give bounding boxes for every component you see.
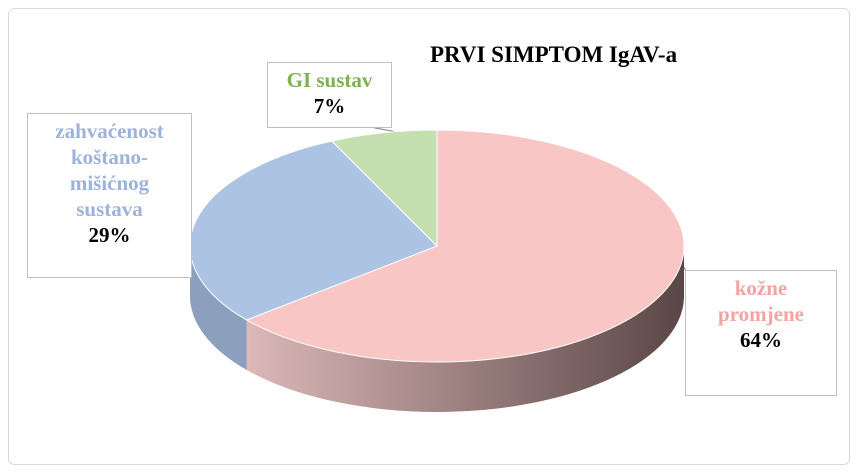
value-label: 7%: [313, 94, 346, 118]
chart-title: PRVI SIMPTOM IgAV-a: [430, 42, 678, 67]
data-label: GI sustav 7%: [267, 62, 392, 128]
pie-slice: [330, 129, 438, 248]
value-label: 29%: [88, 223, 131, 247]
category-label: zahvaćenost koštano-mišićnog sustava: [55, 119, 164, 221]
pie-slice: [189, 140, 438, 321]
data-label: zahvaćenost koštano-mišićnog sustava 29%: [27, 113, 192, 278]
slice-side: [190, 246, 247, 370]
category-label: GI sustav: [286, 68, 373, 92]
slice-side: [246, 246, 684, 413]
value-label: 64%: [740, 328, 782, 352]
pie-slice: [245, 129, 685, 363]
category-label: kožne promjene: [718, 276, 804, 326]
data-label: kožne promjene 64%: [685, 270, 837, 396]
